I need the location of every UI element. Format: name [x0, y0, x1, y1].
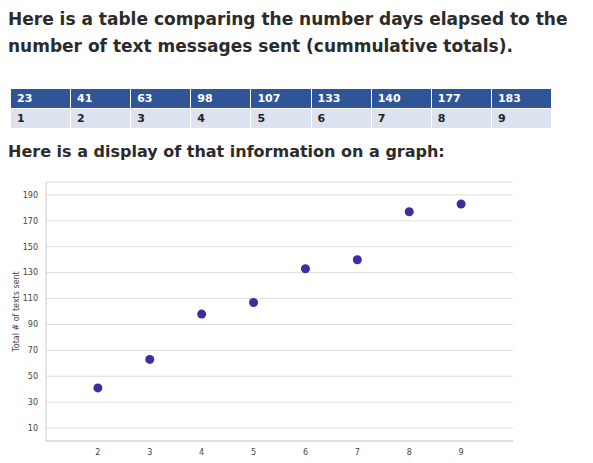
svg-text:7: 7: [355, 448, 360, 457]
html-text:177: 177: [437, 92, 461, 105]
html-text:5: 5: [257, 112, 266, 125]
html-text:9: 9: [497, 112, 506, 125]
svg-text:90: 90: [28, 320, 38, 329]
html-text:133: 133: [317, 92, 341, 105]
html-text:1: 1: [17, 112, 25, 125]
html-text:2: 2: [77, 112, 85, 125]
svg-text:130: 130: [23, 268, 38, 277]
svg-text:170: 170: [23, 217, 38, 226]
html-text:41: 41: [77, 92, 93, 105]
svg-text:110: 110: [23, 294, 38, 303]
html-text:6: 6: [317, 112, 326, 125]
svg-text:190: 190: [23, 191, 38, 200]
svg-text:10: 10: [28, 424, 38, 433]
svg-text:70: 70: [28, 346, 38, 355]
html-text:98: 98: [197, 92, 213, 105]
html-text:4: 4: [197, 112, 205, 125]
svg-text:2: 2: [95, 448, 100, 457]
svg-text:9: 9: [459, 448, 464, 457]
html-text:23: 23: [17, 92, 33, 105]
svg-text:150: 150: [23, 243, 38, 252]
html-text:Here is a table comparing the: Here is a table comparing the number day…: [8, 9, 568, 56]
html-text:63: 63: [137, 92, 153, 105]
svg-text:5: 5: [251, 448, 256, 457]
html-text:Here is a display of that info: Here is a display of that information on…: [8, 142, 445, 161]
html-text:140: 140: [377, 92, 401, 105]
svg-text:6: 6: [303, 448, 308, 457]
svg-text:8: 8: [407, 448, 412, 457]
svg-text:30: 30: [28, 398, 38, 407]
html-text:7: 7: [377, 112, 386, 125]
svg-text:3: 3: [147, 448, 152, 457]
svg-text:4: 4: [199, 448, 204, 457]
svg-text:Total # of texts sent: Total # of texts sent: [12, 271, 21, 353]
html-text:183: 183: [497, 92, 521, 105]
html-text:107: 107: [257, 92, 281, 105]
svg-text:50: 50: [28, 372, 38, 381]
html-text:3: 3: [137, 112, 145, 125]
html-text:8: 8: [437, 112, 446, 125]
